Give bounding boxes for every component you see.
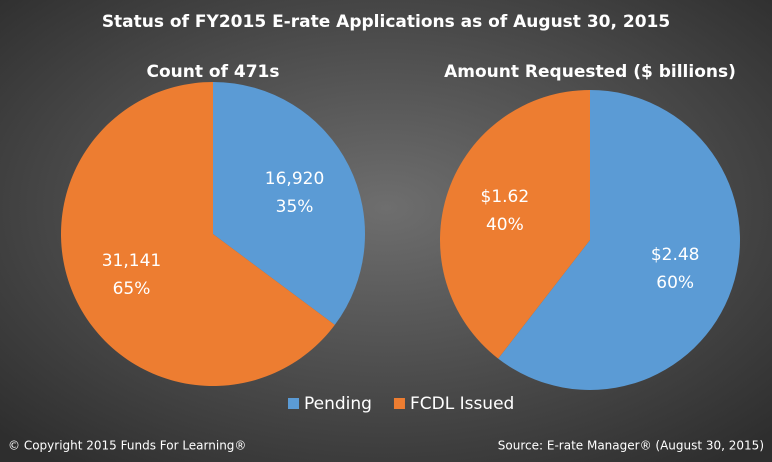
value-label: 31,141 xyxy=(102,251,161,271)
legend-swatch xyxy=(393,398,405,409)
legend-label: Pending xyxy=(304,394,372,414)
percent-label: 40% xyxy=(486,215,524,235)
percent-label: 35% xyxy=(276,197,314,217)
percent-label: 65% xyxy=(113,279,151,299)
chart-title: Status of FY2015 E-rate Applications as … xyxy=(102,12,670,32)
value-label: $2.48 xyxy=(651,245,700,265)
copyright: © Copyright 2015 Funds For Learning® xyxy=(8,439,246,453)
percent-label: 60% xyxy=(656,273,694,293)
pie-title: Amount Requested ($ billions) xyxy=(444,62,736,82)
pie-slice xyxy=(213,82,365,325)
pie-slice xyxy=(498,90,740,390)
source: Source: E-rate Manager® (August 30, 2015… xyxy=(498,439,764,453)
legend-swatch xyxy=(288,398,299,409)
pie-slice xyxy=(440,90,590,359)
pie-slice xyxy=(61,82,335,387)
legend-label: FCDL Issued xyxy=(410,394,514,414)
value-label: 16,920 xyxy=(265,169,324,189)
value-label: $1.62 xyxy=(481,187,530,207)
pie-title: Count of 471s xyxy=(146,62,279,82)
